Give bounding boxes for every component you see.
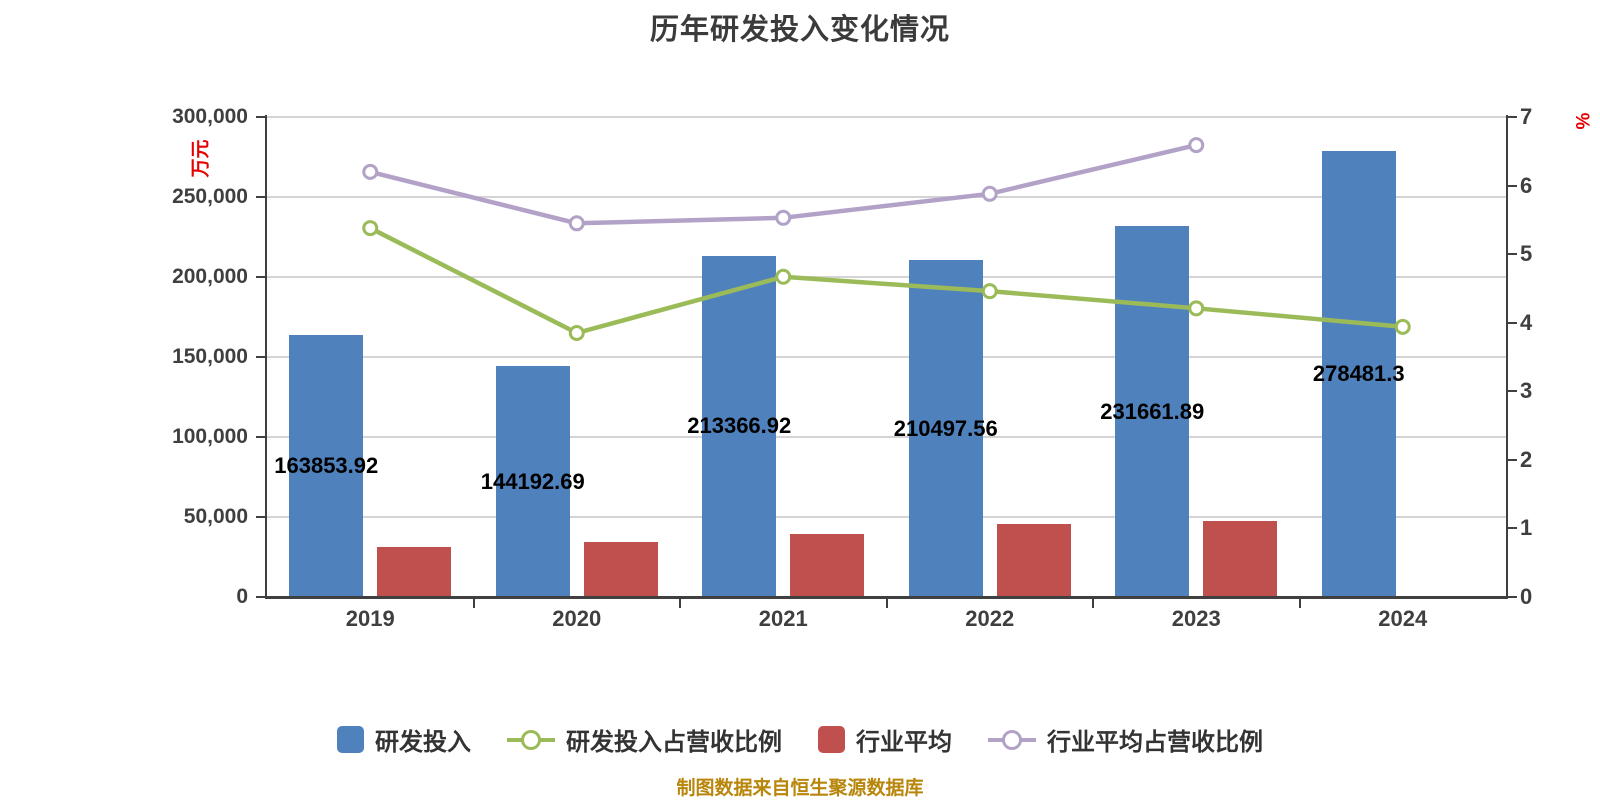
right-axis-tick-label: 4 bbox=[1520, 309, 1533, 335]
left-axis-tick-label: 0 bbox=[236, 585, 248, 608]
right-axis-tick bbox=[1508, 390, 1517, 393]
legend-item-industry-avg-revenue-ratio[interactable]: 行业平均占营收比例 bbox=[988, 722, 1263, 757]
right-axis-line bbox=[1506, 115, 1508, 599]
left-axis-tick bbox=[256, 596, 265, 598]
rd-revenue-ratio-line-icon bbox=[507, 729, 555, 750]
industry-avg-revenue-ratio-line bbox=[368, 142, 1199, 226]
right-axis-tick bbox=[1508, 184, 1517, 187]
x-axis-tick bbox=[472, 599, 475, 608]
gridline bbox=[267, 516, 1506, 518]
x-axis-label-2021: 2021 bbox=[758, 606, 808, 631]
x-axis-tick bbox=[1298, 599, 1301, 608]
legend-label: 行业平均 bbox=[856, 729, 952, 756]
rd-revenue-ratio-point[interactable] bbox=[568, 325, 585, 341]
right-axis-tick bbox=[1508, 116, 1517, 118]
right-axis-tick bbox=[1508, 458, 1517, 461]
right-axis-tick bbox=[1508, 321, 1517, 324]
rd-investment-value-label-2024: 278481.3 bbox=[1312, 361, 1405, 387]
left-axis-tick bbox=[256, 516, 265, 518]
rd-revenue-ratio-line bbox=[368, 225, 1405, 336]
left-axis-tick bbox=[256, 276, 265, 278]
industry-avg-revenue-ratio-point[interactable] bbox=[981, 185, 998, 202]
right-axis-tick bbox=[1508, 596, 1517, 598]
left-axis-unit-label: 万元 bbox=[190, 139, 212, 178]
x-axis-tick bbox=[679, 599, 681, 608]
x-axis-label-2023: 2023 bbox=[1171, 606, 1221, 631]
left-axis-tick-label: 100,000 bbox=[172, 425, 248, 448]
rd-investment-bar-2020[interactable] bbox=[495, 366, 570, 597]
right-axis-tick bbox=[1508, 527, 1517, 530]
right-axis-tick-label: 6 bbox=[1520, 172, 1533, 198]
rd-revenue-ratio-point[interactable] bbox=[1394, 318, 1411, 335]
x-axis-line bbox=[265, 596, 1508, 599]
legend-item-industry-average[interactable]: 行业平均 bbox=[818, 722, 952, 757]
legend-item-rd-revenue-ratio[interactable]: 研发投入占营收比例 bbox=[507, 722, 782, 757]
left-axis-tick bbox=[256, 356, 265, 358]
x-axis-label-2024: 2024 bbox=[1378, 606, 1428, 631]
industry-average-bar-2021[interactable] bbox=[790, 533, 865, 597]
x-axis-tick bbox=[885, 599, 888, 608]
legend-label: 研发投入占营收比例 bbox=[566, 729, 782, 756]
right-axis-tick-label: 5 bbox=[1520, 241, 1533, 267]
rd-investment-value-label-2023: 231661.89 bbox=[1100, 398, 1205, 424]
left-axis-tick-label: 250,000 bbox=[172, 185, 248, 208]
rd-investment-value-label-2021: 213366.92 bbox=[687, 413, 792, 439]
right-axis-tick-label: 7 bbox=[1520, 104, 1533, 129]
industry-avg-revenue-ratio-point[interactable] bbox=[1188, 137, 1205, 154]
legend: 研发投入 研发投入占营收比例 行业平均 行业平均占营收比例 bbox=[0, 722, 1600, 757]
left-axis-tick-label: 150,000 bbox=[172, 345, 248, 368]
gridline bbox=[267, 436, 1506, 438]
rd-investment-bar-2019[interactable] bbox=[289, 334, 364, 597]
industry-avg-revenue-ratio-point[interactable] bbox=[775, 209, 792, 226]
x-axis-tick bbox=[1092, 599, 1094, 608]
industry-avg-revenue-ratio-line-icon bbox=[988, 729, 1036, 750]
legend-item-rd-investment[interactable]: 研发投入 bbox=[337, 722, 471, 757]
industry-average-bar-2022[interactable] bbox=[996, 524, 1071, 597]
rd-investment-value-label-2019: 163853.92 bbox=[274, 452, 379, 478]
industry-average-swatch-icon bbox=[818, 726, 845, 753]
left-axis-tick-label: 300,000 bbox=[172, 105, 248, 128]
rd-investment-value-label-2020: 144192.69 bbox=[480, 468, 585, 494]
right-axis-tick-label: 0 bbox=[1520, 584, 1533, 609]
gridline bbox=[267, 356, 1506, 358]
x-axis-label-2019: 2019 bbox=[345, 606, 395, 631]
industry-average-bar-2023[interactable] bbox=[1203, 521, 1278, 597]
industry-avg-revenue-ratio-point[interactable] bbox=[362, 163, 379, 180]
left-axis-line bbox=[265, 115, 267, 599]
left-axis-tick bbox=[256, 436, 265, 438]
rd-investment-value-label-2022: 210497.56 bbox=[893, 415, 998, 441]
rd-revenue-ratio-point[interactable] bbox=[362, 220, 379, 237]
industry-average-bar-2020[interactable] bbox=[583, 541, 658, 597]
chart-title: 历年研发投入变化情况 bbox=[649, 14, 950, 46]
rd-investment-swatch-icon bbox=[337, 726, 364, 753]
rd-revenue-ratio-point[interactable] bbox=[981, 283, 998, 300]
legend-label: 研发投入 bbox=[375, 729, 471, 756]
right-axis-tick-label: 2 bbox=[1520, 446, 1533, 472]
right-axis-tick-label: 3 bbox=[1520, 378, 1533, 404]
x-axis-label-2020: 2020 bbox=[552, 606, 602, 631]
x-axis-label-2022: 2022 bbox=[965, 606, 1015, 631]
rd-investment-bar-2024[interactable] bbox=[1321, 151, 1396, 597]
right-axis-tick bbox=[1508, 253, 1517, 256]
right-axis-unit-label: % bbox=[1573, 112, 1595, 130]
left-axis-tick bbox=[256, 196, 265, 198]
legend-label: 行业平均占营收比例 bbox=[1047, 729, 1263, 756]
industry-average-bar-2019[interactable] bbox=[377, 547, 452, 597]
gridline bbox=[267, 276, 1506, 278]
rd-revenue-ratio-point[interactable] bbox=[1188, 300, 1205, 317]
gridline bbox=[267, 116, 1506, 118]
industry-avg-revenue-ratio-point[interactable] bbox=[568, 215, 585, 232]
right-axis-tick-label: 1 bbox=[1520, 515, 1533, 541]
left-axis-tick-label: 50,000 bbox=[183, 505, 248, 528]
left-axis-tick bbox=[256, 116, 265, 118]
gridline bbox=[267, 196, 1506, 198]
source-note: 制图数据来自恒生聚源数据库 bbox=[676, 778, 924, 799]
left-axis-tick-label: 200,000 bbox=[172, 265, 248, 288]
